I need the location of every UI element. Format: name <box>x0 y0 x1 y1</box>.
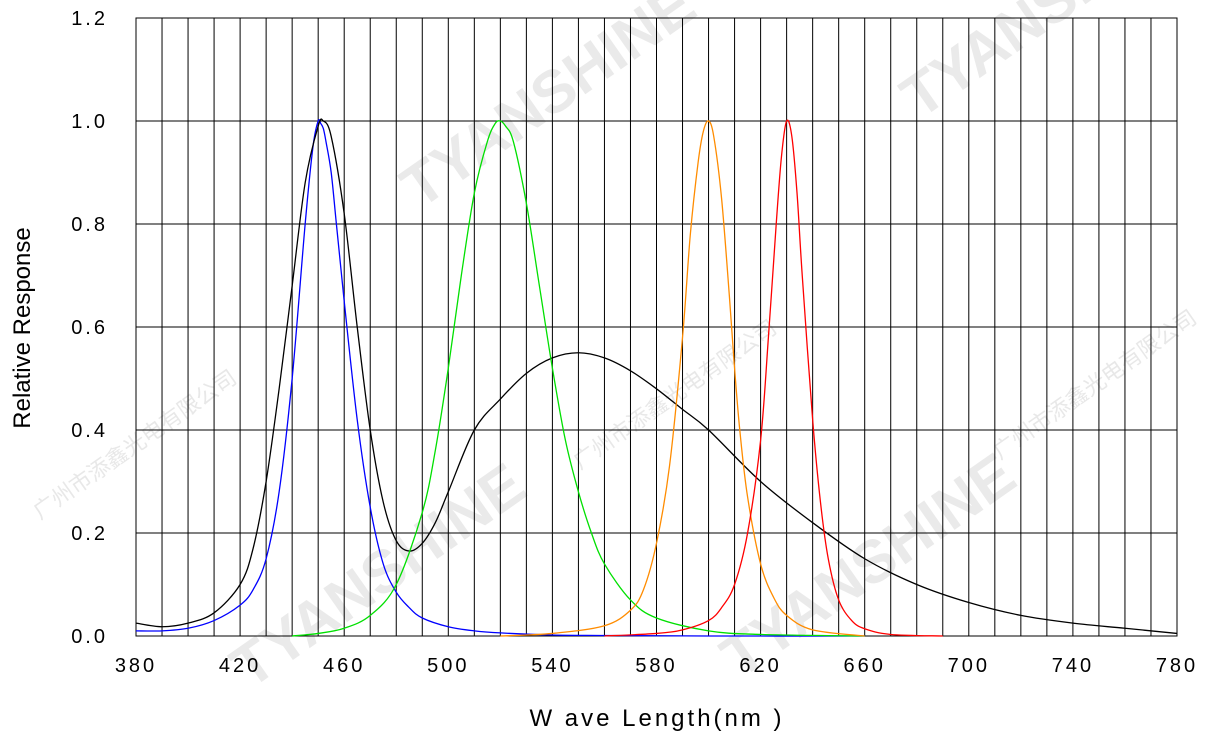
y-tick-label: 1.2 <box>71 8 108 30</box>
y-tick-label: 0.6 <box>71 317 108 339</box>
x-tick-label: 540 <box>531 655 573 677</box>
x-tick-label: 580 <box>635 655 677 677</box>
series-layer <box>135 118 1178 637</box>
y-tick-label: 0.2 <box>71 523 108 545</box>
x-tick-label: 780 <box>1156 655 1198 677</box>
x-tick-label: 620 <box>739 655 781 677</box>
x-tick-label: 380 <box>115 655 157 677</box>
series-line-4 <box>500 120 865 637</box>
watermark-brand: TYANSHINE <box>889 0 1207 131</box>
series-line-3 <box>292 120 865 637</box>
x-tick-label: 420 <box>219 655 261 677</box>
watermark-brand: TYANSHINE <box>219 450 537 701</box>
x-axis-title: W ave Length(nm ) <box>529 705 784 731</box>
x-tick-label: 740 <box>1052 655 1094 677</box>
x-tick-label: 700 <box>948 655 990 677</box>
y-tick-label: 0.0 <box>71 626 108 648</box>
watermark-company: 广州市添鑫光电有限公司 <box>569 316 782 475</box>
x-tick-label: 660 <box>844 655 886 677</box>
series-line-1 <box>135 118 865 637</box>
y-tick-label: 0.4 <box>71 420 108 442</box>
y-axis-title: Relative Response <box>9 227 36 428</box>
series-line-5 <box>604 119 943 637</box>
grid-layer <box>135 17 1178 637</box>
series-line-2 <box>135 118 1178 635</box>
y-tick-label: 1.0 <box>71 111 108 133</box>
watermark-company: 广州市添鑫光电有限公司 <box>29 366 242 525</box>
x-tick-label: 500 <box>427 655 469 677</box>
watermark-brand: TYANSHINE <box>389 0 707 221</box>
watermark-layer: TYANSHINE TYANSHINE TYANSHINE TYANSHINE … <box>29 0 1207 701</box>
y-tick-label: 0.8 <box>71 214 108 236</box>
x-tick-label: 460 <box>323 655 365 677</box>
tick-layer: 380 420 460 500 540 580 620 660 700 740 780 0.0 0.2 0… <box>71 8 1198 677</box>
